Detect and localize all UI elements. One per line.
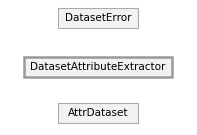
FancyBboxPatch shape (58, 103, 138, 123)
Text: AttrDataset: AttrDataset (68, 108, 128, 118)
FancyBboxPatch shape (24, 57, 172, 77)
Text: DatasetError: DatasetError (65, 13, 131, 23)
FancyBboxPatch shape (58, 8, 138, 28)
Text: DatasetAttributeExtractor: DatasetAttributeExtractor (30, 62, 166, 72)
